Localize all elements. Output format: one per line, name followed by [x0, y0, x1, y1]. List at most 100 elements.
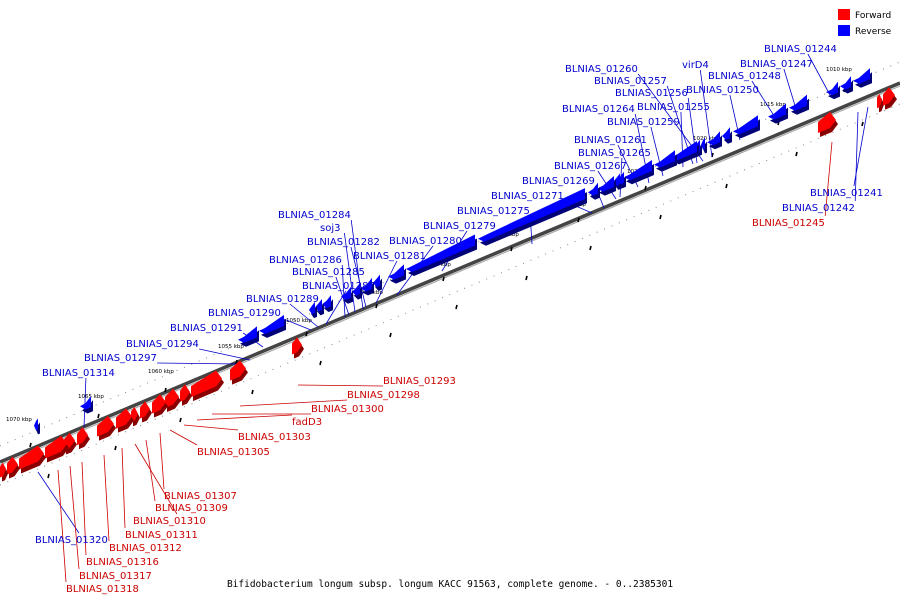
- reverse-gene-arrow: [722, 127, 732, 144]
- scale-tick-mark: [659, 214, 662, 220]
- forward-gene-label-blnias-01309: BLNIAS_01309: [155, 503, 228, 514]
- forward-gene-label-blnias-01317: BLNIAS_01317: [79, 571, 152, 582]
- legend-forward-label: Forward: [855, 11, 891, 21]
- reverse-gene-arrow: [853, 68, 872, 88]
- forward-gene-leader-line: [159, 432, 165, 490]
- reverse-gene-label-blnias-01271: BLNIAS_01271: [491, 191, 564, 202]
- forward-gene-label-blnias-01245: BLNIAS_01245: [752, 218, 825, 229]
- forward-gene-arrow: [165, 388, 181, 413]
- forward-gene-arrow: [292, 337, 304, 359]
- forward-gene-arrow: [7, 456, 20, 479]
- forward-gene-arrow: [152, 394, 168, 418]
- forward-gene-arrow: [0, 462, 8, 482]
- reverse-gene-label-blnias-01280: BLNIAS_01280: [389, 236, 462, 247]
- forward-gene-label-blnias-01300: BLNIAS_01300: [311, 404, 384, 415]
- reverse-gene-arrow: [406, 234, 477, 277]
- reverse-gene-label-blnias-01314: BLNIAS_01314: [42, 368, 115, 379]
- forward-gene-leader-line: [297, 384, 384, 387]
- reverse-gene-arrow: [840, 76, 853, 94]
- reverse-gene-arrow: [588, 182, 600, 200]
- reverse-gene-label-blnias-01290: BLNIAS_01290: [208, 308, 281, 319]
- reverse-gene-label-blnias-01261: BLNIAS_01261: [574, 135, 647, 146]
- scale-tick-mark: [861, 121, 864, 127]
- forward-gene-label-blnias-01298: BLNIAS_01298: [347, 390, 420, 401]
- scale-tick-label: 1060 kbp: [148, 369, 174, 375]
- reverse-gene-arrow: [309, 301, 317, 319]
- forward-gene-arrow: [19, 445, 46, 474]
- forward-gene-arrow: [116, 408, 134, 433]
- reverse-gene-arrow: [701, 137, 707, 154]
- reverse-gene-label-blnias-01279: BLNIAS_01279: [423, 221, 496, 232]
- scale-tick-label: 1065 kbp: [78, 394, 104, 400]
- reverse-gene-arrow: [654, 150, 677, 172]
- forward-gene-label-blnias-01311: BLNIAS_01311: [125, 530, 198, 541]
- reverse-gene-leader-line: [344, 232, 356, 313]
- scale-tick-mark: [97, 413, 100, 419]
- forward-gene-leader-line: [196, 414, 293, 421]
- forward-gene-arrow: [77, 427, 90, 450]
- forward-gene-arrow: [97, 415, 116, 441]
- reverse-gene-leader-line: [281, 317, 312, 331]
- reverse-gene-label-blnias-01287: BLNIAS_01287: [302, 281, 375, 292]
- reverse-gene-arrow: [733, 115, 760, 139]
- reverse-gene-label-soj3: soj3: [320, 223, 340, 234]
- scale-tick-mark: [179, 417, 182, 423]
- scale-tick-mark: [725, 183, 728, 189]
- scale-tick-mark: [47, 473, 50, 479]
- reverse-gene-leader-line: [783, 68, 797, 110]
- scale-tick-mark: [442, 276, 445, 282]
- reverse-gene-leader-line: [854, 111, 859, 202]
- scale-tick-mark: [29, 442, 32, 448]
- scale-tick-mark: [510, 246, 513, 252]
- scale-tick-mark: [164, 387, 167, 393]
- reverse-gene-label-vird4: virD4: [682, 60, 709, 71]
- reverse-gene-leader-line: [807, 53, 831, 96]
- forward-gene-arrow: [131, 406, 140, 427]
- label-leaders: [37, 53, 869, 583]
- genome-caption: Bifidobacterium longum subsp. longum KAC…: [227, 579, 673, 590]
- reverse-gene-leader-line: [289, 303, 319, 328]
- reverse-gene-label-blnias-01267: BLNIAS_01267: [554, 161, 627, 172]
- legend: Forward Reverse: [838, 9, 892, 37]
- reverse-gene-leader-line: [37, 471, 80, 534]
- reverse-gene-label-blnias-01256: BLNIAS_01256: [615, 88, 688, 99]
- reverse-gene-leader-line: [83, 377, 87, 428]
- forward-gene-arrow: [818, 111, 838, 138]
- scale-tick-label: 1015 kbp: [760, 102, 786, 108]
- reverse-gene-label-blnias-01291: BLNIAS_01291: [170, 323, 243, 334]
- reverse-gene-label-blnias-01242: BLNIAS_01242: [782, 203, 855, 214]
- forward-gene-leader-line: [57, 469, 67, 583]
- scale-tick-mark: [375, 303, 378, 309]
- reverse-gene-arrow: [707, 131, 722, 150]
- forward-gene-arrow: [191, 370, 224, 402]
- reverse-gene-leader-line: [199, 348, 251, 361]
- forward-gene-label-blnias-01310: BLNIAS_01310: [133, 516, 206, 527]
- reverse-gene-label-blnias-01244: BLNIAS_01244: [764, 44, 837, 55]
- reverse-gene-arrow: [671, 140, 699, 165]
- reverse-gene-arrow: [34, 418, 40, 435]
- reverse-gene-arrow: [597, 175, 616, 196]
- forward-gene-leader-line: [183, 424, 239, 431]
- forward-gene-label-blnias-01312: BLNIAS_01312: [109, 543, 182, 554]
- forward-gene-leader-line: [81, 461, 87, 556]
- scale-tick-mark: [644, 185, 647, 191]
- reverse-gene-arrow: [768, 103, 788, 124]
- scale-tick-label: 1055 kbp: [218, 344, 244, 350]
- scale-tick-mark: [114, 445, 117, 451]
- reverse-gene-arrow: [360, 277, 374, 296]
- reverse-gene-label-blnias-01260: BLNIAS_01260: [565, 64, 638, 75]
- reverse-gene-label-blnias-01264: BLNIAS_01264: [562, 104, 635, 115]
- scale-tick-mark: [235, 359, 238, 365]
- scale-tick-label: 1070 kbp: [6, 417, 32, 423]
- reverse-gene-label-blnias-01248: BLNIAS_01248: [708, 71, 781, 82]
- reverse-gene-label-blnias-01259: BLNIAS_01259: [607, 117, 680, 128]
- reverse-gene-arrow: [826, 81, 840, 100]
- reverse-gene-label-blnias-01255: BLNIAS_01255: [637, 102, 710, 113]
- reverse-gene-arrow: [624, 159, 654, 185]
- forward-gene-leader-line: [169, 429, 198, 446]
- reverse-gene-arrow: [617, 171, 626, 189]
- reverse-gene-arrow: [789, 94, 809, 115]
- gene-labels: BLNIAS_01244BLNIAS_01247virD4BLNIAS_0124…: [35, 44, 883, 595]
- forward-gene-arrow: [883, 87, 897, 110]
